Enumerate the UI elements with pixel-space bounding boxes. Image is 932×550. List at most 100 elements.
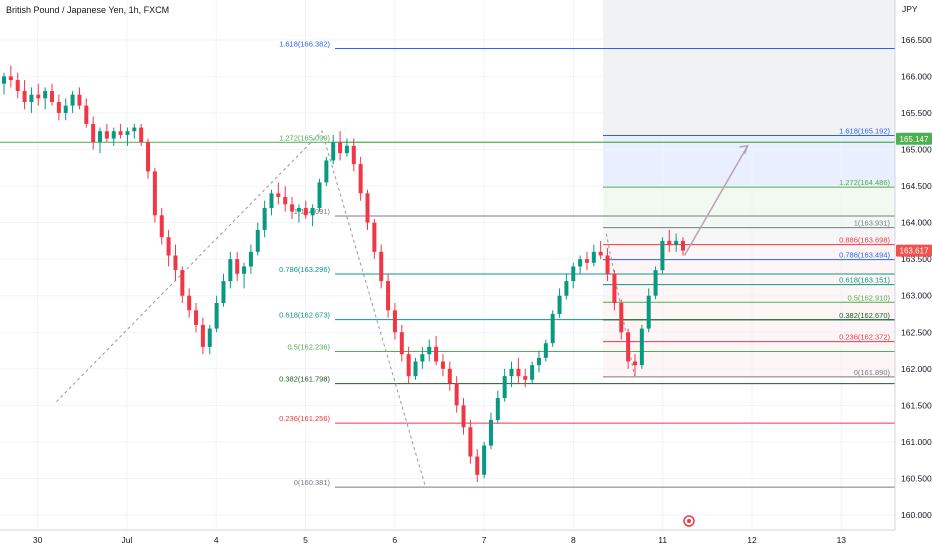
zone-top [603, 0, 895, 136]
candle-body [283, 197, 288, 205]
candle-body [228, 259, 233, 282]
candle-body [351, 145, 356, 165]
candle-body [166, 237, 171, 256]
y-tick-label: 166.500 [901, 35, 932, 45]
fibonacci-levels[interactable]: 1.618(166.382)1.272(165.099)1(164.091)0.… [0, 39, 895, 488]
candle-body [139, 127, 144, 143]
candle-body [447, 368, 452, 384]
zone-retrace [603, 244, 895, 377]
candle-body [290, 204, 295, 212]
candle-body [612, 273, 617, 304]
x-tick-label: 11 [658, 535, 667, 545]
forecast-arrow[interactable] [683, 144, 749, 256]
zone-1272 [603, 187, 895, 228]
candle-body [461, 405, 466, 428]
candle-body [344, 145, 349, 154]
fib-left-label: 0.382(161.798) [279, 375, 330, 384]
swing-path [56, 130, 635, 487]
y-tick-label: 163.500 [901, 254, 932, 264]
candle-body [111, 131, 116, 139]
candle-body [482, 445, 487, 475]
fib-left-label: 1.618(166.382) [279, 39, 330, 48]
candle-body [50, 91, 55, 102]
y-unit-label: JPY [902, 4, 918, 14]
candle-body [632, 361, 637, 366]
candle-body [598, 251, 603, 256]
candle-body [454, 383, 459, 406]
candle-body [146, 142, 151, 172]
candle-body [152, 171, 157, 216]
y-tick-label: 165.000 [901, 145, 932, 155]
candle-body [63, 105, 68, 113]
candle-body [372, 222, 377, 252]
x-tick-label: 8 [571, 535, 576, 545]
candle-body [619, 303, 624, 333]
fib-right-label: 0.886(163.698) [839, 236, 890, 245]
candle-body [468, 427, 473, 457]
fib-left-label: 0.5(162.236) [287, 343, 330, 352]
candle-body [502, 376, 507, 399]
fib-left-label: 0.236(161.256) [279, 414, 330, 423]
x-tick-label: 13 [837, 535, 847, 545]
fib-right-label: 1.618(165.192) [839, 126, 890, 135]
y-tick-label: 160.500 [901, 473, 932, 483]
candle-body [338, 142, 343, 154]
candle-body [310, 207, 315, 216]
candle-body [269, 193, 274, 208]
fib-right-label: 0(161.890) [854, 368, 891, 377]
candle-body [331, 142, 336, 161]
zone-1618 [603, 135, 895, 188]
swing-path-line [56, 130, 426, 487]
candle-body [434, 346, 439, 362]
x-tick-label: 5 [303, 535, 308, 545]
forecast-arrow-head [739, 144, 749, 155]
candle-body [653, 270, 658, 296]
x-tick-label: 4 [214, 535, 219, 545]
candle-body [173, 255, 178, 271]
y-tick-label: 162.000 [901, 364, 932, 374]
candle-body [15, 80, 20, 92]
candle-body [495, 398, 500, 420]
candle-body [56, 101, 61, 113]
candle-body [488, 419, 493, 446]
x-tick-label: 6 [392, 535, 397, 545]
y-tick-label: 164.500 [901, 181, 932, 191]
candle-body [399, 332, 404, 355]
candle-body [516, 368, 521, 377]
candle-body [324, 160, 329, 183]
candle-body [392, 310, 397, 333]
candle-body [221, 281, 226, 304]
candle-body [578, 259, 583, 267]
candle-body [639, 328, 644, 366]
candle-body [536, 357, 541, 366]
candle-body [132, 127, 137, 132]
candle-body [2, 76, 6, 84]
price-tag [896, 132, 932, 145]
candle-body [214, 303, 219, 329]
candle-body [296, 207, 301, 212]
y-tick-label: 165.500 [901, 108, 932, 118]
fib-left-label: 0(160.381) [294, 478, 331, 487]
candle-body [386, 281, 391, 311]
x-tick-label: 30 [33, 535, 43, 545]
candle-body [584, 259, 589, 263]
candle-body [317, 182, 322, 208]
candle-body [104, 131, 109, 139]
candle-body [303, 207, 308, 216]
candle-body [36, 94, 41, 99]
x-tick-label: 12 [747, 535, 757, 545]
candle-body [550, 313, 555, 344]
forecast-arrow-line [683, 145, 749, 256]
candle-body [235, 259, 240, 274]
y-tick-label: 160.000 [901, 510, 932, 520]
price-tag-label: 163.617 [900, 247, 929, 256]
candle-body [77, 94, 82, 106]
y-tick-label: 166.000 [901, 71, 932, 81]
candle-body [626, 332, 631, 362]
candle-body [523, 376, 528, 380]
candle-body [43, 91, 48, 99]
x-tick-label: 7 [482, 535, 487, 545]
y-tick-label: 162.500 [901, 327, 932, 337]
